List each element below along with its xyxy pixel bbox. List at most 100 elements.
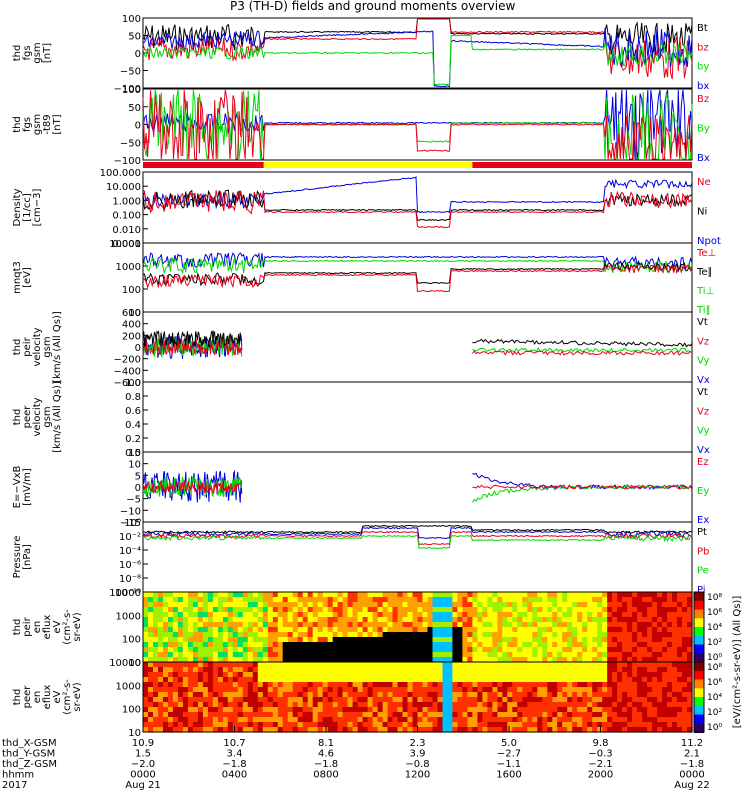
spectrogram-cell — [172, 647, 179, 653]
series-Vz — [142, 338, 243, 356]
spectrogram-cell — [567, 687, 573, 693]
spectrogram-cell — [312, 677, 319, 683]
spectrogram-cell — [497, 642, 503, 648]
spectrogram-cell — [432, 607, 439, 613]
spectrogram-cell — [242, 652, 249, 658]
spectrogram-cell — [602, 727, 608, 733]
spectrogram-cell — [252, 632, 259, 638]
spectrogram-cell — [547, 692, 553, 698]
spectrogram-cell — [377, 672, 384, 678]
spectrogram-cell — [482, 652, 488, 658]
spectrogram-cell — [627, 592, 633, 598]
spectrogram-cell — [522, 677, 528, 683]
spectrogram-cell — [407, 662, 414, 668]
spectrogram-cell — [522, 712, 528, 718]
spectrogram-cell — [177, 682, 184, 688]
spectrogram-cell — [287, 657, 294, 663]
spectrogram-cell — [212, 597, 219, 603]
spectrogram-cell — [257, 617, 264, 623]
spectrogram-cell — [672, 652, 678, 658]
spectrogram-cell — [382, 717, 389, 723]
spectrogram-cell — [417, 682, 424, 688]
spectrogram-cell — [667, 722, 673, 728]
spectrogram-cell — [487, 712, 493, 718]
spectrogram-cell — [197, 667, 204, 673]
spectrogram-cell — [422, 592, 429, 598]
spectrogram-cell — [562, 647, 568, 653]
spectrogram-cell — [148, 682, 154, 688]
spectrogram-cell — [557, 667, 563, 673]
spectrogram-cell — [397, 717, 404, 723]
spectrogram-cell — [257, 697, 264, 703]
spectrogram-cell — [462, 692, 468, 698]
spectrogram-cell — [437, 702, 444, 708]
spectrogram-cell — [357, 712, 364, 718]
spectrogram-cell — [667, 597, 673, 603]
spectrogram-cell — [257, 597, 264, 603]
spectrogram-cell — [657, 727, 663, 733]
spectrogram-cell — [297, 677, 304, 683]
spectrogram-cell — [312, 662, 319, 668]
spectrogram-cell — [307, 692, 314, 698]
spectrogram-cell — [417, 607, 424, 613]
spectrogram-cell — [582, 687, 588, 693]
spectrogram-cell — [672, 687, 678, 693]
spectrogram-cell — [197, 687, 204, 693]
spectrogram-cell — [247, 637, 254, 643]
spectrogram-cell — [237, 607, 244, 613]
spectrogram-cell — [168, 722, 174, 728]
spectrogram-cell — [272, 712, 279, 718]
spectrogram-cell — [617, 592, 623, 598]
spectrogram-cell — [227, 672, 234, 678]
spectrogram-cell — [482, 667, 488, 673]
spectrogram-cell — [672, 627, 678, 633]
y-tick-label: 10 — [128, 460, 141, 471]
spectrogram-cell — [447, 607, 453, 613]
spectrogram-cell — [567, 702, 573, 708]
spectrogram-cell — [442, 652, 449, 658]
x-tick-label: 1.5 — [135, 749, 151, 760]
spectrogram-cell — [153, 717, 159, 723]
spectrogram-cell — [247, 677, 254, 683]
spectrogram-cell — [312, 707, 319, 713]
spectrogram-cell — [642, 687, 648, 693]
spectrogram-cell — [612, 662, 618, 668]
spectrogram-cell — [327, 677, 334, 683]
spectrogram-cell — [227, 642, 234, 648]
spectrogram-cell — [148, 727, 154, 733]
spectrogram-cell — [677, 617, 683, 623]
spectrogram-cell — [677, 622, 683, 628]
spectrogram-cell — [472, 637, 478, 643]
spectrogram-cell — [492, 592, 498, 598]
spectrogram-cell — [148, 632, 154, 638]
spectrogram-cell — [567, 642, 573, 648]
spectrogram-cell — [427, 637, 434, 643]
series-Vt — [142, 330, 243, 348]
spectrogram-cell — [307, 617, 314, 623]
spectrogram-cell — [552, 642, 558, 648]
spectrogram-cell — [602, 697, 608, 703]
spectrogram-cell — [347, 617, 354, 623]
spectrogram-cell — [422, 682, 429, 688]
spectrogram-cell — [677, 717, 683, 723]
spectrogram-cell — [632, 722, 638, 728]
spectrogram-cell — [158, 637, 164, 643]
spectrogram-cell — [292, 687, 299, 693]
spectrogram-cell — [467, 682, 473, 688]
x-tick-label: −1.8 — [314, 759, 338, 770]
spectrogram-cell — [367, 657, 374, 663]
spectrogram-cell — [687, 607, 693, 613]
spectrogram-cell — [237, 622, 244, 628]
spectrogram-cell — [652, 622, 658, 628]
spectrogram-cell — [637, 627, 643, 633]
spectrogram-cell — [292, 637, 299, 643]
legend-Bt: Bt — [697, 23, 708, 34]
spectrogram-cell — [452, 617, 458, 623]
spectrogram-cell — [652, 692, 658, 698]
spectrogram-cell — [647, 657, 653, 663]
spectrogram-cell — [312, 632, 319, 638]
spectrogram-cell — [447, 632, 453, 638]
spectrogram-cell — [572, 637, 578, 643]
spectrogram-cell — [143, 697, 149, 703]
spectrogram-cell — [527, 632, 533, 638]
